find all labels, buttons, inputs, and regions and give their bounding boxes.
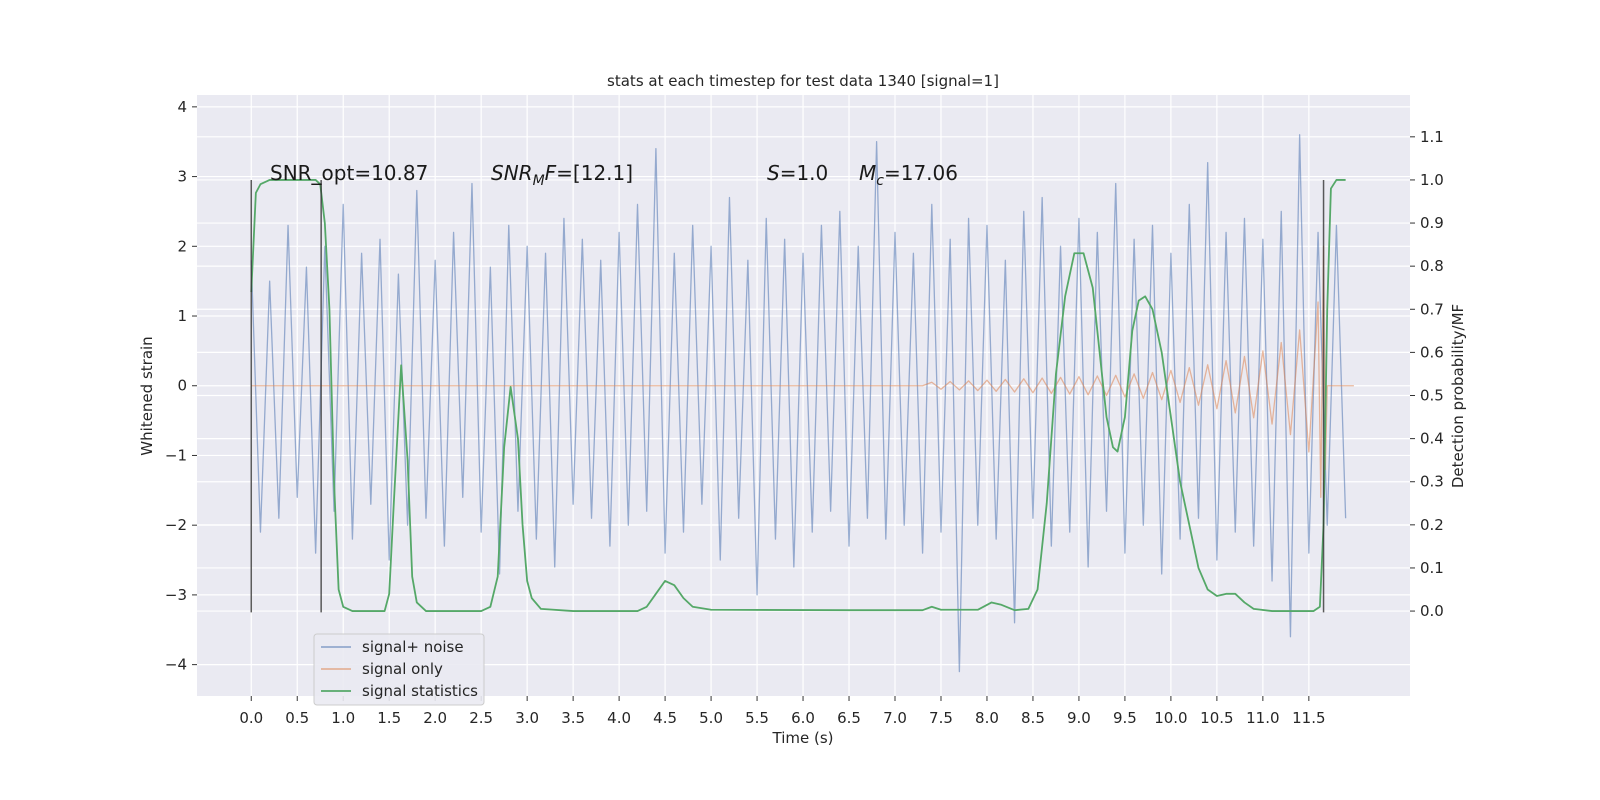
annotation-part: M (859, 161, 876, 185)
y-tick-label: 3 (177, 168, 187, 186)
x-tick-label: 1.0 (331, 709, 355, 727)
x-tick-label: 11.5 (1292, 709, 1325, 727)
series-line (250, 179, 1346, 612)
x-tick-label: 0.5 (285, 709, 309, 727)
x-tick-label: 6.5 (837, 709, 861, 727)
y-tick-label: −2 (165, 516, 187, 534)
annotation-part: =17.06 (884, 161, 958, 185)
legend-label: signal only (362, 660, 443, 678)
y-tick-label: 4 (177, 98, 187, 116)
x-tick-label: 2.0 (423, 709, 447, 727)
y2-tick-label: 0.1 (1420, 559, 1444, 577)
annotation-part: SNR_opt=10.87 (270, 161, 428, 185)
y-tick-label: 1 (177, 307, 187, 325)
y2-tick-label: 0.3 (1420, 473, 1444, 491)
x-tick-label: 10.0 (1154, 709, 1187, 727)
series-line (250, 134, 1347, 673)
x-tick-label: 3.0 (515, 709, 539, 727)
annotation-part: F (545, 161, 557, 185)
y2-tick-label: 0.7 (1420, 300, 1444, 318)
y2-tick-label: 0.2 (1420, 516, 1444, 534)
x-tick-label: 2.5 (469, 709, 493, 727)
y2-axis-label: Detection probability/MF (1449, 304, 1467, 488)
marks (250, 134, 1354, 673)
x-tick-label: 4.0 (607, 709, 631, 727)
y-tick-label: −1 (165, 446, 187, 464)
x-tick-label: 10.5 (1200, 709, 1233, 727)
x-tick-label: 9.5 (1113, 709, 1137, 727)
y2-tick-label: 1.0 (1420, 171, 1444, 189)
y2-tick-label: 0.4 (1420, 430, 1444, 448)
annotation: S=1.0 (767, 161, 828, 185)
series-line (251, 245, 1354, 498)
y2-tick-label: 0.5 (1420, 387, 1444, 405)
legend-box (313, 633, 485, 706)
y-tick-label: 2 (177, 237, 187, 255)
legend-label: signal statistics (362, 682, 478, 700)
labels: 0.0 0.5 1.0 1.5 2.0 2.5 3.0 3.5 4.0 4.5 5.0 5.5 6.0 6… (165, 98, 1444, 727)
x-tick-label: 9.0 (1067, 709, 1091, 727)
annotation-part: SNR (491, 161, 533, 185)
annotation-part: c (876, 173, 884, 189)
y2-tick-label: 0.6 (1420, 343, 1444, 361)
annotation-part: S (767, 161, 780, 185)
x-axis-label: Time (s) (772, 729, 834, 747)
x-tick-label: 0.0 (239, 709, 263, 727)
x-tick-label: 6.0 (791, 709, 815, 727)
x-tick-label: 1.5 (377, 709, 401, 727)
y2-tick-label: 1.1 (1420, 128, 1444, 146)
annotation-part: M (533, 173, 545, 189)
x-tick-label: 5.0 (699, 709, 723, 727)
y2-tick-label: 0.9 (1420, 214, 1444, 232)
x-tick-label: 4.5 (653, 709, 677, 727)
x-tick-label: 3.5 (561, 709, 585, 727)
y-tick-label: −4 (165, 656, 187, 674)
y-tick-label: 0 (177, 377, 187, 395)
x-tick-label: 8.0 (975, 709, 999, 727)
y2-tick-label: 0.8 (1420, 257, 1444, 275)
x-tick-label: 7.5 (929, 709, 953, 727)
annotation: SNRMF=[12.1] (491, 161, 633, 189)
y-axis-label: Whitened strain (138, 336, 156, 455)
annotation-part: =[12.1] (556, 161, 633, 185)
annotation: Mc=17.06 (859, 161, 958, 189)
x-tick-label: 11.0 (1246, 709, 1279, 727)
x-tick-label: 5.5 (745, 709, 769, 727)
x-tick-label: 7.0 (883, 709, 907, 727)
annotation: SNR_opt=10.87 (270, 161, 428, 185)
x-tick-label: 8.5 (1021, 709, 1045, 727)
chart-title: stats at each timestep for test data 134… (607, 72, 999, 90)
y2-tick-label: 0.0 (1420, 602, 1444, 620)
y-tick-label: −3 (165, 586, 187, 604)
legend-label: signal+ noise (362, 638, 464, 656)
annotation-part: =1.0 (780, 161, 829, 185)
